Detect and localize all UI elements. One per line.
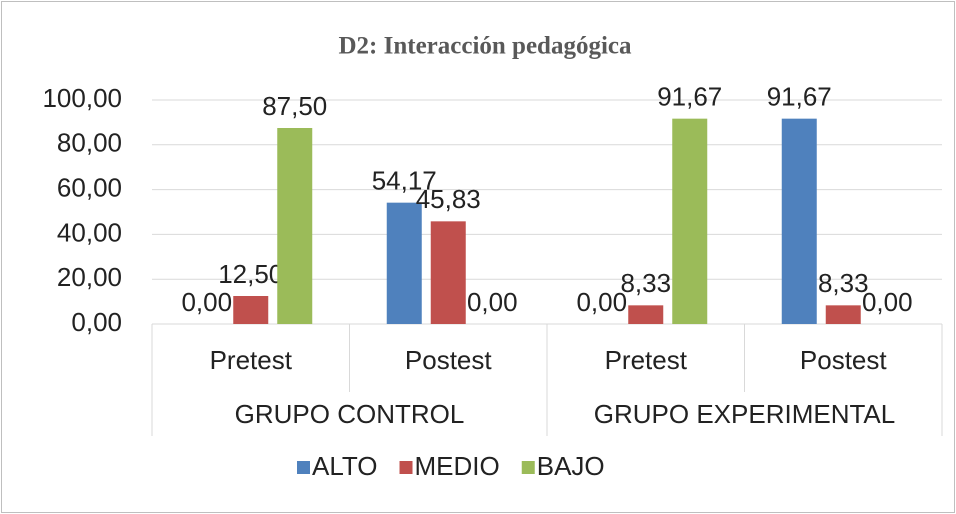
legend-swatch (521, 461, 535, 474)
bar (277, 128, 313, 324)
value-label: 0,00 (862, 287, 913, 317)
y-tick-label: 100,00 (42, 83, 122, 113)
y-tick-label: 60,00 (57, 172, 122, 202)
y-tick-label: 20,00 (57, 262, 122, 292)
bar (430, 221, 466, 324)
value-label: 87,50 (262, 91, 327, 121)
x-tick-label: Postest (800, 345, 887, 375)
legend-swatch (297, 461, 310, 474)
value-label: 45,83 (416, 184, 481, 214)
value-label: 0,00 (576, 287, 627, 317)
x-tick-label: Postest (405, 345, 492, 375)
bar (386, 202, 422, 324)
y-tick-label: 0,00 (71, 307, 122, 337)
bar (628, 305, 664, 324)
legend-swatch (399, 461, 413, 474)
legend-label: ALTO (312, 451, 378, 481)
value-label: 12,50 (218, 259, 283, 289)
legend-label: MEDIO (415, 451, 500, 481)
legend-label: BAJO (537, 451, 605, 481)
value-label: 54,17 (372, 166, 437, 196)
value-label: 0,00 (467, 287, 518, 317)
x-tick-label: Pretest (210, 345, 293, 375)
bar (233, 296, 269, 324)
group-label: GRUPO EXPERIMENTAL (594, 399, 895, 429)
value-label: 8,33 (818, 268, 869, 298)
value-label: 0,00 (181, 287, 232, 317)
chart-title: D2: Interacción pedagógica (338, 33, 632, 60)
y-tick-label: 80,00 (57, 128, 122, 158)
y-tick-label: 40,00 (57, 217, 122, 247)
bar (781, 118, 817, 324)
value-label: 91,67 (767, 82, 832, 112)
value-label: 91,67 (657, 82, 722, 112)
group-label: GRUPO CONTROL (235, 399, 465, 429)
x-tick-label: Pretest (605, 345, 688, 375)
bar (672, 118, 708, 324)
value-label: 8,33 (620, 268, 671, 298)
bar (825, 305, 861, 324)
